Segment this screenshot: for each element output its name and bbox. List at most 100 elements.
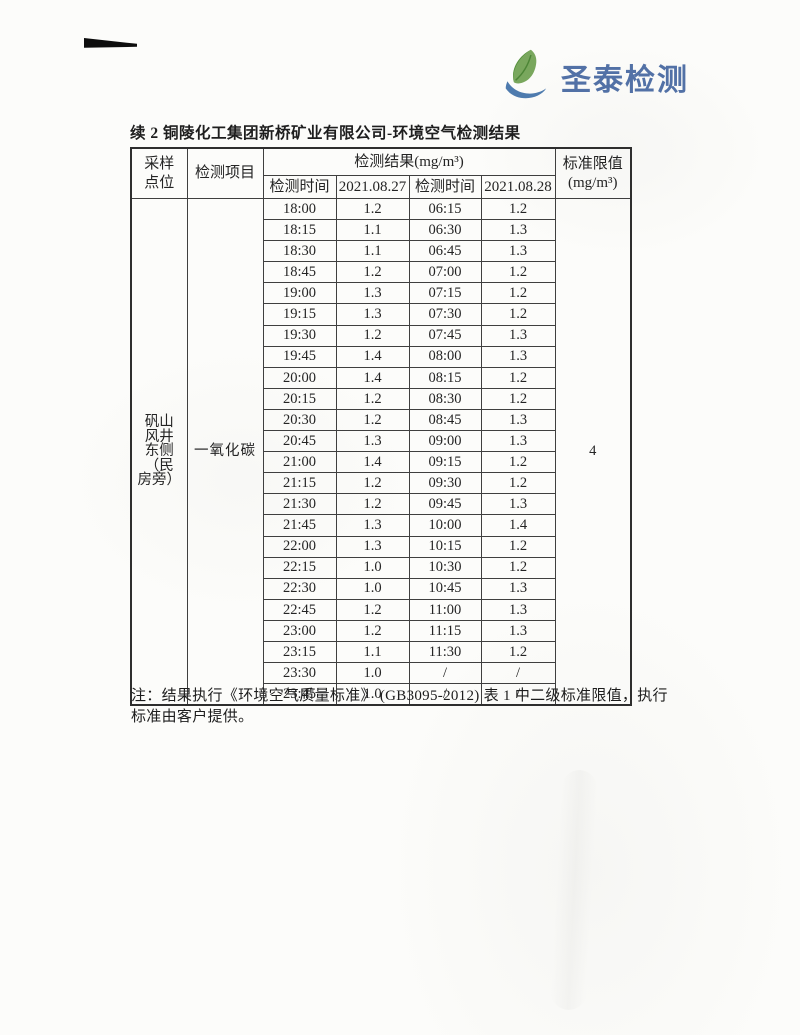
time-cell: 09:00 xyxy=(408,430,482,453)
time-cell: 20:45 xyxy=(262,430,337,453)
time-cell: 07:45 xyxy=(408,324,482,347)
table-row: 23:45 1.0// xyxy=(131,683,631,706)
table-row: 19:30 1.2 07:45 1.3 xyxy=(131,324,631,347)
time-cell: 23:30 xyxy=(262,662,337,685)
time-cell: 10:45 xyxy=(408,577,482,600)
value-cell: 1.0 xyxy=(335,683,410,706)
value-cell: 1.2 xyxy=(480,261,556,284)
value-cell: 1.2 xyxy=(335,493,410,516)
document-title: 续 2 铜陵化工集团新桥矿业有限公司-环境空气检测结果 xyxy=(130,125,521,142)
table-row: 19:15 1.3 07:30 1.2 xyxy=(131,303,631,326)
logo-text: 圣泰检测 xyxy=(561,64,689,97)
value-cell: 1.0 xyxy=(335,577,410,600)
value-cell: 1.0 xyxy=(335,556,410,579)
header-date-1: 2021.08.27 xyxy=(335,175,410,199)
table-row: 19:00 1.3 07:15 1.2 xyxy=(131,282,631,305)
time-cell: 18:00 xyxy=(262,197,337,221)
time-cell: 23:15 xyxy=(262,640,337,664)
value-cell: 1.1 xyxy=(335,219,410,242)
time-cell: 08:30 xyxy=(408,387,482,410)
header-test-time-2: 检测时间 xyxy=(408,175,482,199)
value-cell: 1.2 xyxy=(335,197,410,221)
time-cell: 21:45 xyxy=(262,514,337,537)
table-row: 21:45 1.3 10:00 1.4 xyxy=(131,514,631,537)
value-cell: 1.1 xyxy=(335,640,410,664)
table-row: 18:45 1.2 07:00 1.2 xyxy=(131,261,631,284)
value-cell: 1.2 xyxy=(480,387,556,410)
value-cell: 1.2 xyxy=(480,366,556,389)
value-cell: 1.1 xyxy=(335,240,410,263)
time-cell: 06:45 xyxy=(408,240,482,263)
value-cell: 1.2 xyxy=(335,408,410,432)
value-cell: 1.3 xyxy=(480,345,556,368)
time-cell: 18:45 xyxy=(262,261,337,284)
time-cell: 18:30 xyxy=(262,240,337,263)
time-cell: 07:00 xyxy=(408,261,482,284)
time-cell: 19:15 xyxy=(262,303,337,326)
value-cell: / xyxy=(480,662,556,685)
value-cell: 1.3 xyxy=(335,303,410,326)
test-item-cell: 一氧化碳 xyxy=(186,198,264,706)
scan-streak-artifact xyxy=(549,769,599,1011)
time-cell: 19:30 xyxy=(262,324,337,347)
time-cell: 23:45 xyxy=(262,683,337,706)
value-cell: 1.0 xyxy=(335,662,410,685)
value-cell: / xyxy=(480,683,556,706)
time-cell: 11:15 xyxy=(408,619,482,642)
value-cell: 1.3 xyxy=(335,430,410,453)
leaf-icon xyxy=(503,47,557,101)
value-cell: 1.2 xyxy=(335,261,410,284)
table-row: 22:45 1.2 11:00 1.3 xyxy=(131,598,631,621)
value-cell: 1.2 xyxy=(335,324,410,347)
value-cell: 1.2 xyxy=(480,640,556,664)
table-row: 21:30 1.2 09:45 1.3 xyxy=(131,493,631,516)
time-cell: 19:00 xyxy=(262,282,337,305)
time-cell: 07:30 xyxy=(408,303,482,326)
value-cell: 1.2 xyxy=(480,303,556,326)
value-cell: 1.3 xyxy=(480,408,556,432)
air-quality-results-table: 采样 点位 检测项目 检测结果(mg/m³) 标准限值 (mg/m³) 检测时间… xyxy=(130,147,632,707)
table-row: 20:30 1.2 08:45 1.3 xyxy=(131,408,631,432)
table-row: 20:15 1.2 08:30 1.2 xyxy=(131,387,631,410)
time-cell: 08:15 xyxy=(408,366,482,389)
value-cell: 1.2 xyxy=(480,451,556,474)
time-cell: 21:00 xyxy=(262,451,337,474)
time-cell: 22:15 xyxy=(262,556,337,579)
value-cell: 1.2 xyxy=(480,197,556,221)
time-cell: 20:00 xyxy=(262,366,337,389)
note-text: 注：结果执行《环境空气质量标准》 (GB3095-2012) 表 1 中二级标准… xyxy=(131,688,668,725)
table-row: 21:00 1.4 09:15 1.2 xyxy=(131,451,631,474)
header-test-time-1: 检测时间 xyxy=(262,175,337,199)
value-cell: 1.4 xyxy=(335,345,410,368)
time-cell: 22:30 xyxy=(262,577,337,600)
table-row: 23:30 1.0// xyxy=(131,662,631,685)
header-result-group: 检测结果(mg/m³) xyxy=(262,147,556,176)
time-cell: 06:30 xyxy=(408,219,482,242)
value-cell: 1.4 xyxy=(480,514,556,537)
value-cell: 1.3 xyxy=(480,598,556,621)
value-cell: 1.3 xyxy=(480,430,556,453)
value-cell: 1.2 xyxy=(480,282,556,305)
header-sampling-point: 采样 点位 xyxy=(130,147,188,199)
time-cell: 09:30 xyxy=(408,472,482,495)
time-cell: 20:30 xyxy=(262,408,337,432)
value-cell: 1.3 xyxy=(480,493,556,516)
header-test-item: 检测项目 xyxy=(186,147,264,199)
value-cell: 1.2 xyxy=(335,598,410,621)
time-cell: 19:45 xyxy=(262,345,337,368)
value-cell: 1.2 xyxy=(335,619,410,642)
time-cell: 10:30 xyxy=(408,556,482,579)
value-cell: 1.3 xyxy=(335,514,410,537)
table-body: 矾山 风井 东侧 （民 房旁） 一氧化碳 18:00 1.2 06:15 1.2 4 18:1… xyxy=(130,197,632,706)
value-cell: 1.2 xyxy=(335,472,410,495)
value-cell: 1.3 xyxy=(480,219,556,242)
table-row: 矾山 风井 东侧 （民 房旁） 一氧化碳 18:00 1.2 06:15 1.2 4 xyxy=(130,197,632,706)
time-cell: 09:45 xyxy=(408,493,482,516)
time-cell: 21:30 xyxy=(262,493,337,516)
value-cell: 1.4 xyxy=(335,366,410,389)
value-cell: 1.3 xyxy=(480,324,556,347)
value-cell: 1.4 xyxy=(335,451,410,474)
value-cell: 1.2 xyxy=(335,387,410,410)
time-cell: 10:15 xyxy=(408,535,482,558)
value-cell: 1.3 xyxy=(480,577,556,600)
